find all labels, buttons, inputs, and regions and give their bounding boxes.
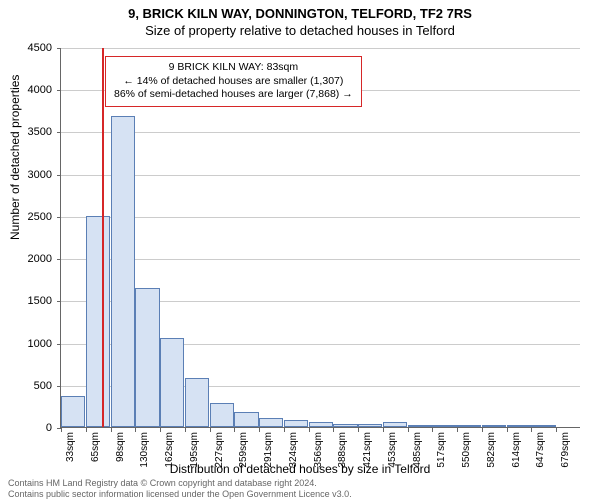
histogram-bar <box>309 422 333 427</box>
histogram-bar <box>482 425 506 427</box>
xtick-mark <box>358 428 359 432</box>
gridline <box>61 48 580 49</box>
ytick-label: 4500 <box>0 42 52 54</box>
xtick-mark <box>383 428 384 432</box>
histogram-bar <box>531 425 555 427</box>
ytick-label: 3500 <box>0 126 52 138</box>
histogram-bar <box>333 424 357 427</box>
x-axis-label: Distribution of detached houses by size … <box>0 462 600 476</box>
xtick-mark <box>309 428 310 432</box>
ytick-label: 2500 <box>0 211 52 223</box>
xtick-mark <box>408 428 409 432</box>
annotation-box: 9 BRICK KILN WAY: 83sqm← 14% of detached… <box>105 56 362 107</box>
histogram-bar <box>185 378 209 427</box>
gridline <box>61 217 580 218</box>
histogram-bar <box>457 425 481 427</box>
footer-attribution: Contains HM Land Registry data © Crown c… <box>8 478 352 500</box>
histogram-bar <box>160 338 184 427</box>
chart-title: 9, BRICK KILN WAY, DONNINGTON, TELFORD, … <box>0 6 600 21</box>
xtick-mark <box>333 428 334 432</box>
gridline <box>61 175 580 176</box>
ytick-label: 3000 <box>0 169 52 181</box>
xtick-label: 33sqm <box>65 432 76 462</box>
gridline <box>61 132 580 133</box>
histogram-bar <box>408 425 432 427</box>
gridline <box>61 259 580 260</box>
xtick-mark <box>507 428 508 432</box>
xtick-mark <box>86 428 87 432</box>
ytick-label: 2000 <box>0 253 52 265</box>
xtick-label: 65sqm <box>90 432 101 462</box>
xtick-mark <box>259 428 260 432</box>
histogram-bar <box>284 420 308 427</box>
footer-line-1: Contains HM Land Registry data © Crown c… <box>8 478 352 489</box>
xtick-mark <box>284 428 285 432</box>
annotation-line: 86% of semi-detached houses are larger (… <box>114 88 353 102</box>
histogram-bar <box>111 116 135 427</box>
xtick-mark <box>135 428 136 432</box>
histogram-bar <box>432 425 456 427</box>
xtick-mark <box>160 428 161 432</box>
xtick-mark <box>556 428 557 432</box>
xtick-mark <box>531 428 532 432</box>
ytick-label: 500 <box>0 380 52 392</box>
ytick-label: 1500 <box>0 295 52 307</box>
ytick-label: 0 <box>0 422 52 434</box>
xtick-mark <box>111 428 112 432</box>
ytick-label: 4000 <box>0 84 52 96</box>
histogram-bar <box>507 425 531 427</box>
xtick-label: 98sqm <box>115 432 126 462</box>
xtick-mark <box>210 428 211 432</box>
histogram-bar <box>86 216 110 427</box>
xtick-mark <box>457 428 458 432</box>
histogram-bar <box>135 288 159 427</box>
ytick-label: 1000 <box>0 338 52 350</box>
xtick-mark <box>482 428 483 432</box>
annotation-line: ← 14% of detached houses are smaller (1,… <box>114 75 353 89</box>
annotation-line: 9 BRICK KILN WAY: 83sqm <box>114 61 353 75</box>
plot-area: 33sqm65sqm98sqm130sqm162sqm195sqm227sqm2… <box>60 48 580 428</box>
histogram-bar <box>383 422 407 427</box>
histogram-bar <box>234 412 258 427</box>
chart-subtitle: Size of property relative to detached ho… <box>0 23 600 38</box>
histogram-bar <box>61 396 85 427</box>
histogram-bar <box>259 418 283 427</box>
histogram-bar <box>210 403 234 427</box>
histogram-bar <box>358 424 382 427</box>
xtick-mark <box>61 428 62 432</box>
marker-line <box>102 48 104 427</box>
xtick-mark <box>185 428 186 432</box>
xtick-mark <box>432 428 433 432</box>
chart-area: 33sqm65sqm98sqm130sqm162sqm195sqm227sqm2… <box>60 48 580 428</box>
footer-line-2: Contains public sector information licen… <box>8 489 352 500</box>
xtick-mark <box>234 428 235 432</box>
